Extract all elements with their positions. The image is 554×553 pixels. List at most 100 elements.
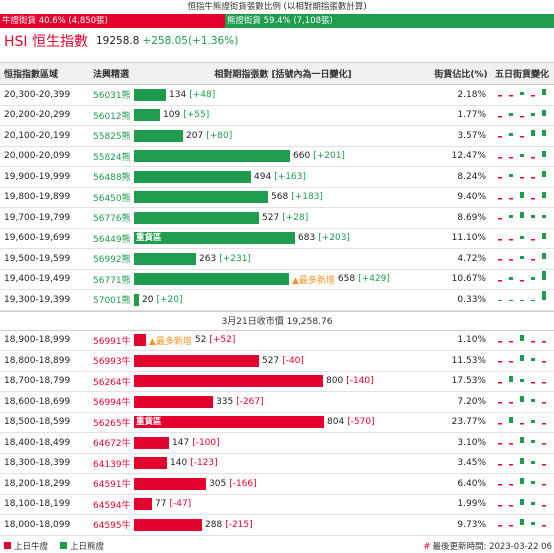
warrant-code-link[interactable]: 56031熊 <box>93 91 131 102</box>
sparkline-bar <box>498 484 502 486</box>
sparkline-bar <box>542 443 546 445</box>
bar-value: 660 <box>293 151 311 162</box>
table-row: 18,200-18,299 64591牛 305 [-166] 6.40% <box>0 474 554 495</box>
sparkline-bar <box>531 501 535 505</box>
sparkline-bar <box>509 156 513 158</box>
five-day-sparkline <box>490 208 554 228</box>
legend-bear: 上日熊證 <box>60 540 104 552</box>
sparkline-bar <box>509 174 513 177</box>
warrant-code-link[interactable]: 56991牛 <box>93 336 131 347</box>
sparkline-bar <box>542 504 546 506</box>
sparkline-svg <box>498 498 546 506</box>
bar-change: [+52] <box>209 335 236 346</box>
warrant-code-link[interactable]: 64595牛 <box>93 521 131 532</box>
header-bar: 相對期指張數 [括號內為一日變化] <box>214 70 352 80</box>
warrant-code-link[interactable]: 56012熊 <box>93 111 131 122</box>
sparkline-bar <box>542 484 546 486</box>
warrant-code-link[interactable]: 56265牛 <box>93 418 131 429</box>
street-pct: 23.77% <box>451 417 486 428</box>
bar-value-group: 660 [+201] <box>293 151 345 161</box>
header-code: 法興精選 <box>93 70 130 80</box>
warrant-code-link[interactable]: 55824熊 <box>93 152 131 163</box>
warrant-code-link[interactable]: 64672牛 <box>93 439 131 450</box>
warrant-code-link[interactable]: 56488熊 <box>93 173 131 184</box>
warrant-code-link[interactable]: 56994牛 <box>93 398 131 409</box>
street-pct: 7.20% <box>457 396 486 407</box>
bar-value: 134 <box>169 89 187 100</box>
sparkline-bar <box>498 443 502 445</box>
street-pct: 2.18% <box>457 89 486 100</box>
sparkline-bar <box>542 422 546 424</box>
volume-bar-cell: 140 [-123] <box>134 454 432 474</box>
five-day-sparkline <box>490 351 554 371</box>
strike-range: 20,300-20,399 <box>4 89 71 100</box>
most-new-tag: ▲最多新增 <box>292 275 335 286</box>
sparkline-svg <box>498 437 546 445</box>
sparkline-bar <box>520 136 524 138</box>
sparkline-bar <box>509 95 513 97</box>
sparkline-bar <box>520 235 524 239</box>
bar-change: [+231] <box>219 253 251 264</box>
sparkline-svg <box>498 171 546 179</box>
sparkline-bar <box>498 525 502 527</box>
street-pct: 9.73% <box>457 519 486 530</box>
five-day-sparkline <box>490 433 554 453</box>
warrant-code-link[interactable]: 56993牛 <box>93 357 131 368</box>
bar-value-group: 683 [+203] <box>298 233 350 243</box>
warrant-code-link[interactable]: 56264牛 <box>93 377 131 388</box>
sparkline-bar <box>498 279 502 281</box>
bar-value-group: 140 [-123] <box>170 458 218 468</box>
warrant-code-link[interactable]: 56771熊 <box>93 275 131 286</box>
last-update: # 最後更新時間: 2023-03-22 06 <box>423 540 554 552</box>
sparkline-bar <box>531 276 535 280</box>
bar-change: [-166] <box>229 478 257 489</box>
sparkline-bar <box>542 171 546 177</box>
sparkline-bar <box>520 457 524 464</box>
sparkline-bar <box>531 215 535 218</box>
volume-bar-cell: 207 [+80] <box>134 126 432 146</box>
sparkline-bar <box>509 300 513 301</box>
sparkline-bar <box>509 375 513 382</box>
table-row: 18,300-18,399 64139牛 140 [-123] 3.45% <box>0 454 554 474</box>
warrant-code-link[interactable]: 64591牛 <box>93 480 131 491</box>
table-row: 18,700-18,799 56264牛 800 [-140] 17.53% <box>0 372 554 392</box>
header-range: 恒指指數區域 <box>4 70 59 80</box>
sparkline-bar <box>531 522 535 525</box>
warrant-code-link[interactable]: 64594牛 <box>93 500 131 511</box>
volume-bar <box>134 293 139 306</box>
volume-bar-cell: 109 [+55] <box>134 106 432 126</box>
bar-change: [+55] <box>183 110 210 121</box>
table-row: 20,300-20,399 56031熊 134 [+48] 2.18% <box>0 85 554 106</box>
warrant-code-link[interactable]: 55825熊 <box>93 132 131 143</box>
five-day-sparkline <box>490 495 554 515</box>
sparkline-bar <box>531 300 535 301</box>
warrant-code-link[interactable]: 56776熊 <box>93 214 131 225</box>
street-pct: 1.10% <box>457 335 486 346</box>
sparkline-bar <box>531 177 535 179</box>
warrant-code-link[interactable]: 57001熊 <box>93 296 131 307</box>
bar-value: 207 <box>186 130 204 141</box>
bar-value: 20 <box>142 294 154 305</box>
street-pct: 11.53% <box>451 355 486 366</box>
sparkline-bar <box>520 279 524 281</box>
bar-change: [+28] <box>282 212 309 223</box>
street-pct: 3.57% <box>457 130 486 141</box>
warrant-code-link[interactable]: 56992熊 <box>93 255 131 266</box>
bar-value: 140 <box>170 458 188 469</box>
warrant-code-link[interactable]: 56450熊 <box>93 193 131 204</box>
strike-range: 18,900-18,999 <box>4 335 71 346</box>
strike-range: 18,700-18,799 <box>4 376 71 387</box>
bar-change: [+203] <box>318 233 350 244</box>
sparkline-bar <box>498 115 502 117</box>
bar-change: [-40] <box>282 355 304 366</box>
strike-range: 19,400-19,499 <box>4 274 71 285</box>
warrant-code-link[interactable]: 56449熊 <box>93 234 131 245</box>
bar-change: [+201] <box>313 151 345 162</box>
volume-bar-cell: 134 [+48] <box>134 85 432 105</box>
warrant-code-link[interactable]: 64139牛 <box>93 459 131 470</box>
sparkline-bar <box>509 215 513 218</box>
bar-value-group: 568 [+183] <box>271 192 323 202</box>
sparkline-bar <box>531 358 535 361</box>
heavy-zone-tag: 重貨區 <box>136 233 162 244</box>
sparkline-bar <box>520 519 524 525</box>
